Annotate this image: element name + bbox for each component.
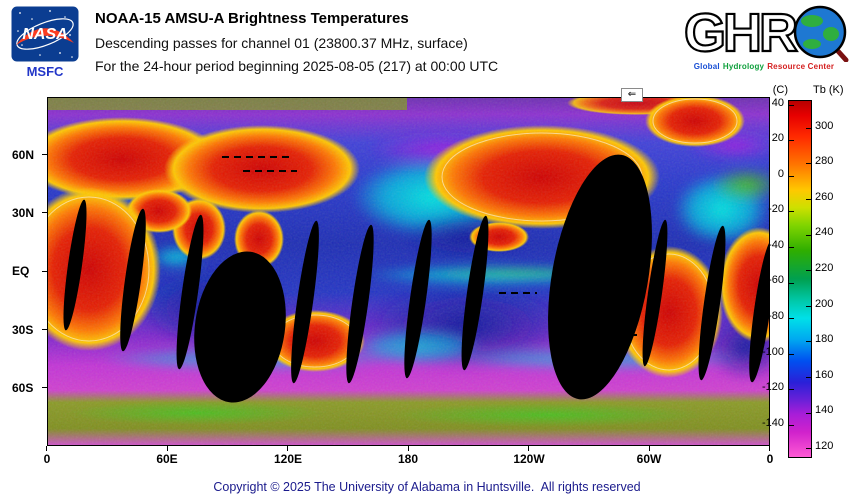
- lat-label-eq: EQ: [12, 264, 30, 278]
- axis-tick: [42, 387, 47, 388]
- colorbar-tick: [806, 163, 811, 164]
- kelvin-tick-label: 220: [815, 262, 834, 274]
- colorbar-celsius-header: (C): [772, 84, 788, 96]
- celsius-tick-label: -80: [768, 310, 784, 322]
- colorbar-tick: [806, 270, 811, 271]
- lon-label-120w: 120W: [513, 452, 545, 466]
- celsius-tick-label: -20: [768, 203, 784, 215]
- cursor-arrow-icon: ⇐: [621, 88, 643, 102]
- globe-continents: [801, 15, 839, 49]
- data-dropout-dashes: [222, 156, 637, 336]
- page-title: NOAA-15 AMSU-A Brightness Temperatures: [95, 10, 409, 27]
- colorbar-tick: [806, 128, 811, 129]
- colorbar-tick: [789, 105, 794, 106]
- colorbar-tick: [789, 318, 794, 319]
- kelvin-tick-label: 160: [815, 369, 834, 381]
- lat-label-30s: 30S: [12, 323, 34, 337]
- colorbar-kelvin-header: Tb (K): [813, 84, 844, 96]
- kelvin-tick-label: 200: [815, 298, 834, 310]
- lat-label-30n: 30N: [12, 206, 35, 220]
- axis-tick: [42, 329, 47, 330]
- celsius-tick-label: -140: [761, 417, 784, 429]
- colorbar-tick: [806, 377, 811, 378]
- kelvin-tick-label: 300: [815, 120, 834, 132]
- lon-label-60w: 60W: [636, 452, 662, 466]
- ghrc-tagline-resource-center: Resource Center: [767, 62, 835, 71]
- celsius-tick-label: -40: [768, 239, 784, 251]
- lat-label-60n: 60N: [12, 148, 35, 162]
- ghrc-logo[interactable]: GHR: [684, 4, 850, 62]
- colorbar: [788, 100, 812, 458]
- celsius-tick-label: 0: [777, 168, 784, 180]
- subtitle-period: For the 24-hour period beginning 2025-08…: [95, 58, 499, 74]
- msfc-label: MSFC: [26, 64, 64, 79]
- subtitle-channel: Descending passes for channel 01 (23800.…: [95, 35, 468, 51]
- brightness-temperature-map: [47, 97, 770, 446]
- lon-label-0w: 0: [766, 452, 774, 466]
- lon-label-60e: 60E: [156, 452, 178, 466]
- axis-tick: [42, 212, 47, 213]
- colorbar-tick: [806, 235, 811, 236]
- celsius-tick-label: -60: [768, 274, 784, 286]
- colorbar-tick: [789, 211, 794, 212]
- title-block: NOAA-15 AMSU-A Brightness Temperatures D…: [95, 10, 498, 81]
- axis-tick: [769, 446, 770, 451]
- kelvin-tick-label: 240: [815, 226, 834, 238]
- colorbar-tick: [789, 389, 794, 390]
- axis-tick: [287, 446, 288, 451]
- map-image: [47, 97, 770, 446]
- kelvin-tick-label: 280: [815, 155, 834, 167]
- noise-overlay: [47, 97, 770, 446]
- axis-tick: [167, 446, 168, 451]
- kelvin-tick-label: 260: [815, 191, 834, 203]
- colorbar-tick: [806, 199, 811, 200]
- celsius-tick-label: -120: [761, 381, 784, 393]
- swath-gaps: [63, 154, 770, 403]
- kelvin-tick-label: 120: [815, 440, 834, 452]
- lon-label-120e: 120E: [273, 452, 303, 466]
- map-frame: [47, 97, 770, 446]
- magnifier-handle-icon: [834, 47, 849, 62]
- colorbar-tick: [789, 247, 794, 248]
- colorbar-tick: [806, 306, 811, 307]
- kelvin-tick-label: 180: [815, 333, 834, 345]
- nasa-red-swoosh: [16, 28, 74, 45]
- ghrc-wordmark: GHR: [684, 4, 797, 62]
- colorbar-tick: [806, 448, 811, 449]
- kelvin-tick-label: 140: [815, 404, 834, 416]
- axis-tick: [408, 446, 409, 451]
- colorbar-tick: [806, 413, 811, 414]
- lon-label-180: 180: [397, 452, 419, 466]
- ghrc-tagline: Global Hydrology Resource Center: [676, 62, 852, 71]
- nasa-orbit-ring: [16, 18, 74, 50]
- celsius-tick-label: -100: [761, 346, 784, 358]
- copyright-notice: Copyright © 2025 The University of Alaba…: [213, 480, 641, 494]
- colorbar-tick: [789, 176, 794, 177]
- axis-tick: [649, 446, 650, 451]
- colorbar-tick: [789, 425, 794, 426]
- axis-tick: [42, 154, 47, 155]
- colorbar-tick: [789, 140, 794, 141]
- lon-label-0e: 0: [43, 452, 51, 466]
- nasa-wordmark: NASA: [22, 26, 67, 43]
- nasa-logo-stars: [17, 10, 73, 58]
- celsius-tick-label: 40: [771, 97, 784, 109]
- celsius-tick-label: 20: [771, 132, 784, 144]
- axis-tick: [528, 446, 529, 451]
- lat-label-60s: 60S: [12, 381, 34, 395]
- colorbar-tick: [789, 283, 794, 284]
- axis-tick: [42, 271, 47, 272]
- colorbar-tick: [789, 354, 794, 355]
- axis-tick: [46, 446, 47, 451]
- ghrc-tagline-global: Global: [693, 62, 720, 71]
- ghrc-tagline-hydrology: Hydrology: [722, 62, 765, 71]
- colorbar-tick: [806, 341, 811, 342]
- nasa-logo[interactable]: NASA: [10, 5, 80, 63]
